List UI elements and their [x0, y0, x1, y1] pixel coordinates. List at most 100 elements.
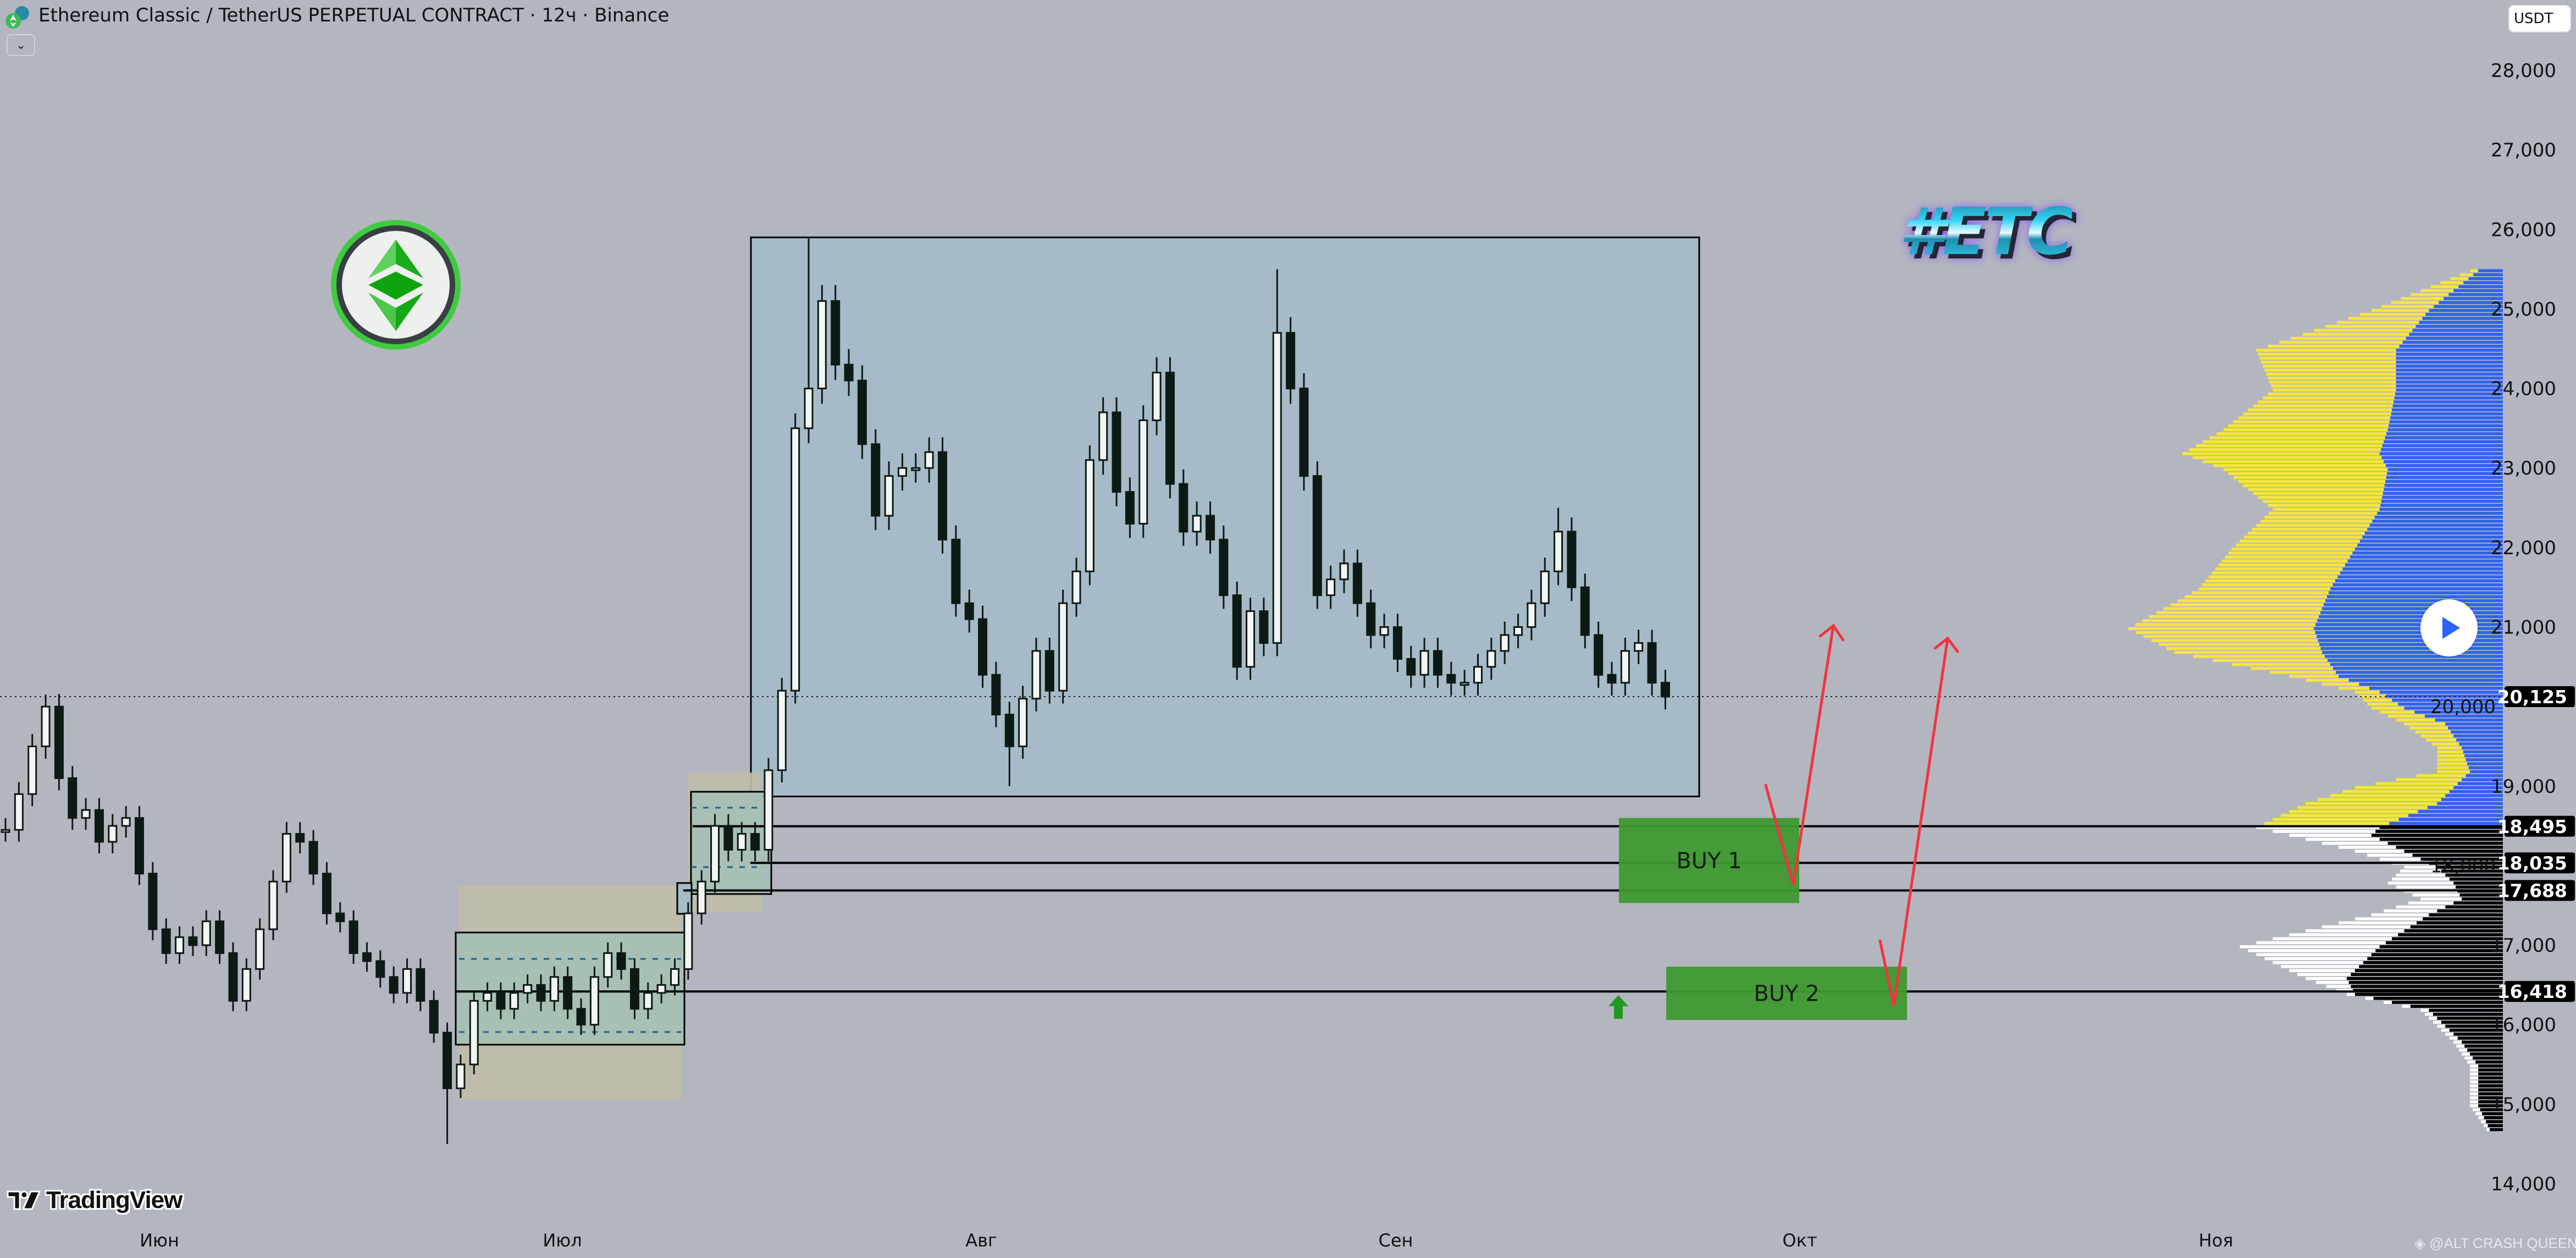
profile-bar	[2386, 432, 2503, 435]
profile-bar-value	[2248, 408, 2392, 412]
candle-body	[201, 920, 211, 946]
buy-zone-2[interactable]	[1666, 967, 1907, 1020]
buy-zone-1-label: BUY 1	[1676, 848, 1742, 874]
author-watermark: ◈ @ALT CRASH QUEEN	[2414, 1235, 2576, 1252]
price-label: 20,125	[2497, 686, 2567, 708]
tradingview-logo[interactable]: TradingView	[7, 1187, 183, 1214]
profile-bar-value	[2371, 308, 2429, 312]
candle-body	[121, 817, 131, 827]
candle-body	[389, 976, 399, 994]
profile-bar-value	[2263, 365, 2396, 368]
candle-body	[1165, 372, 1175, 485]
candle	[443, 1022, 452, 1144]
candle-body	[1246, 610, 1256, 668]
profile-bar	[2379, 691, 2503, 694]
candle-body	[616, 952, 626, 970]
profile-bar-value	[2391, 301, 2439, 304]
profile-bar-value	[2256, 941, 2386, 945]
profile-bar-value	[2306, 837, 2380, 841]
candle-body	[1219, 538, 1229, 597]
profile-bar	[2404, 849, 2503, 853]
currency-selector[interactable]: USDT	[2508, 5, 2571, 32]
profile-bar	[2478, 1068, 2503, 1072]
price-label-bg	[2505, 686, 2575, 708]
price-axis[interactable]: 28,000 27,000 26,000 25,000 24,000 23,000 22,0…	[2430, 60, 2556, 1195]
profile-bar	[2482, 1112, 2503, 1116]
red-arrow-1[interactable]	[1764, 624, 1835, 885]
profile-bar-value	[2256, 523, 2370, 527]
profile-bar	[2364, 531, 2503, 535]
profile-bar	[2394, 396, 2503, 400]
profile-bar-value	[2273, 507, 2380, 511]
collapse-button[interactable]: ⌄	[7, 34, 35, 56]
profile-bar-value	[2470, 1100, 2479, 1103]
profile-bar-value	[2233, 476, 2386, 479]
candle	[281, 822, 291, 893]
profile-bar-value	[2281, 814, 2409, 817]
candle-body	[1366, 602, 1376, 636]
profile-bar-value	[2218, 563, 2345, 567]
profile-bar	[2462, 1040, 2503, 1044]
price-label: 18,035	[2497, 852, 2567, 874]
profile-bar-value	[2268, 376, 2396, 380]
profile-bar	[2340, 571, 2503, 575]
profile-bar	[2333, 666, 2503, 670]
profile-bar	[2396, 388, 2503, 392]
profile-bar-value	[2289, 675, 2339, 678]
profile-bar-value	[2359, 313, 2426, 316]
price-tick: 25,000	[2491, 299, 2556, 321]
candle	[1165, 357, 1175, 499]
profile-bar-value	[2297, 805, 2428, 809]
profile-bar-value	[2470, 1092, 2479, 1096]
profile-bar-value	[2273, 937, 2392, 941]
candle-body	[1299, 388, 1309, 477]
profile-bar	[2425, 313, 2503, 316]
candle-body	[228, 952, 238, 1002]
candle	[589, 966, 599, 1035]
candle	[1660, 670, 1670, 710]
small-box[interactable]	[676, 882, 693, 915]
buy-zone-1[interactable]	[1619, 818, 1799, 903]
profile-bar	[2392, 1001, 2503, 1004]
candle	[1044, 637, 1054, 704]
profile-bar	[2381, 448, 2503, 451]
profile-bar	[2384, 484, 2503, 487]
profile-bar-value	[2216, 432, 2387, 435]
price-tick: 14,000	[2491, 1173, 2556, 1195]
candle	[871, 429, 881, 530]
profile-bar-value	[2289, 933, 2398, 936]
profile-bar-value	[2470, 1076, 2479, 1080]
candle-body	[496, 992, 506, 1010]
candle-body	[804, 388, 814, 429]
profile-bar	[2351, 985, 2503, 988]
profile-bar	[2335, 579, 2503, 583]
profile-bar	[2330, 663, 2503, 666]
profile-bar	[2427, 805, 2503, 809]
candle-body	[161, 928, 171, 954]
time-axis[interactable]: Июн Июл Авг Сен Окт Ноя	[140, 1230, 2233, 1251]
profile-bar	[2392, 937, 2503, 941]
red-arrow-2[interactable]	[1878, 637, 1949, 1006]
profile-bar	[2449, 1028, 2503, 1032]
profile-bar-value	[2437, 754, 2465, 758]
candle	[402, 958, 412, 1003]
range-box[interactable]	[750, 236, 1700, 798]
candle	[1339, 549, 1349, 593]
profile-bar	[2402, 340, 2503, 344]
profile-bar	[2453, 786, 2503, 790]
profile-bar	[2327, 595, 2503, 599]
profile-bar	[2396, 360, 2503, 364]
profile-bar-value	[2273, 961, 2363, 964]
profile-bar-value	[2387, 714, 2425, 718]
profile-bar	[2348, 678, 2503, 682]
profile-bar	[2381, 500, 2503, 503]
profile-bar	[2359, 539, 2503, 543]
play-button[interactable]	[2420, 599, 2478, 656]
profile-bar-value	[2441, 1028, 2450, 1032]
profile-bar	[2373, 997, 2503, 1000]
candle	[1259, 598, 1269, 656]
profile-bar-value	[2268, 504, 2381, 507]
tradingview-icon	[7, 1190, 41, 1210]
profile-bar-value	[2281, 965, 2359, 968]
